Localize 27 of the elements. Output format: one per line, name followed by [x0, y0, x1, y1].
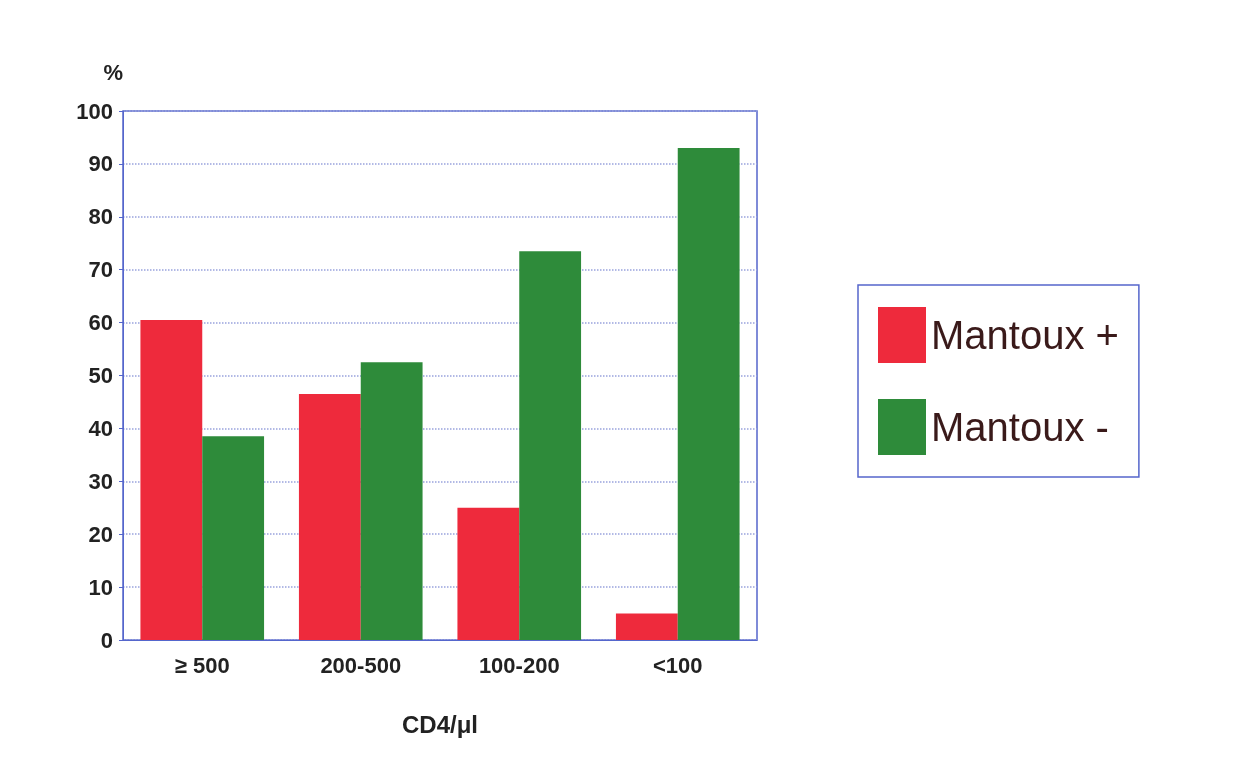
x-tick-label: 100-200 — [478, 652, 560, 678]
bar — [457, 507, 520, 640]
bar — [140, 319, 203, 640]
y-tick-label: 50 — [88, 363, 113, 388]
y-tick-label: 100 — [76, 98, 113, 124]
y-tick-label: 20 — [88, 521, 113, 547]
y-tick-label: 10 — [88, 574, 113, 600]
x-tick-label: <100 — [652, 652, 703, 678]
x-tick-label: 200-500 — [320, 652, 402, 678]
y-axis-title: % — [103, 59, 123, 85]
y-tick-label: 70 — [88, 257, 113, 283]
y-tick-label: 30 — [88, 468, 113, 494]
bar — [298, 394, 361, 640]
y-tick-label: 90 — [88, 151, 113, 177]
y-tick-label: 0 — [100, 627, 113, 653]
legend-label: Mantoux + — [931, 313, 1119, 357]
bar — [615, 613, 678, 640]
bar — [677, 148, 740, 640]
x-axis-title: CD4/μl — [401, 710, 479, 738]
bar — [202, 436, 265, 640]
legend-label: Mantoux - — [931, 405, 1109, 449]
x-tick-label: ≥ 500 — [174, 652, 230, 678]
y-tick-label: 60 — [88, 310, 113, 336]
y-tick-label: 80 — [88, 204, 113, 230]
bar — [360, 362, 423, 640]
y-tick-label: 40 — [88, 415, 113, 441]
bar — [519, 251, 582, 640]
